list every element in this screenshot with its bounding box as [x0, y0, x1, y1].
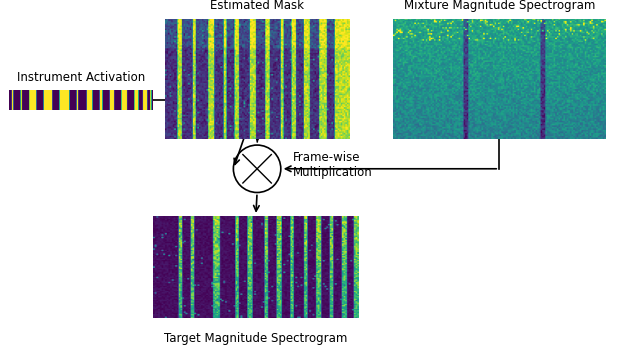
Text: Frame-wise
Multiplication: Frame-wise Multiplication — [293, 151, 373, 179]
Text: Instrument Activation: Instrument Activation — [17, 71, 145, 84]
Text: Mixture Magnitude Spectrogram: Mixture Magnitude Spectrogram — [404, 0, 595, 12]
Text: Estimated Mask: Estimated Mask — [210, 0, 305, 12]
Text: Target Magnitude Spectrogram: Target Magnitude Spectrogram — [164, 332, 348, 345]
